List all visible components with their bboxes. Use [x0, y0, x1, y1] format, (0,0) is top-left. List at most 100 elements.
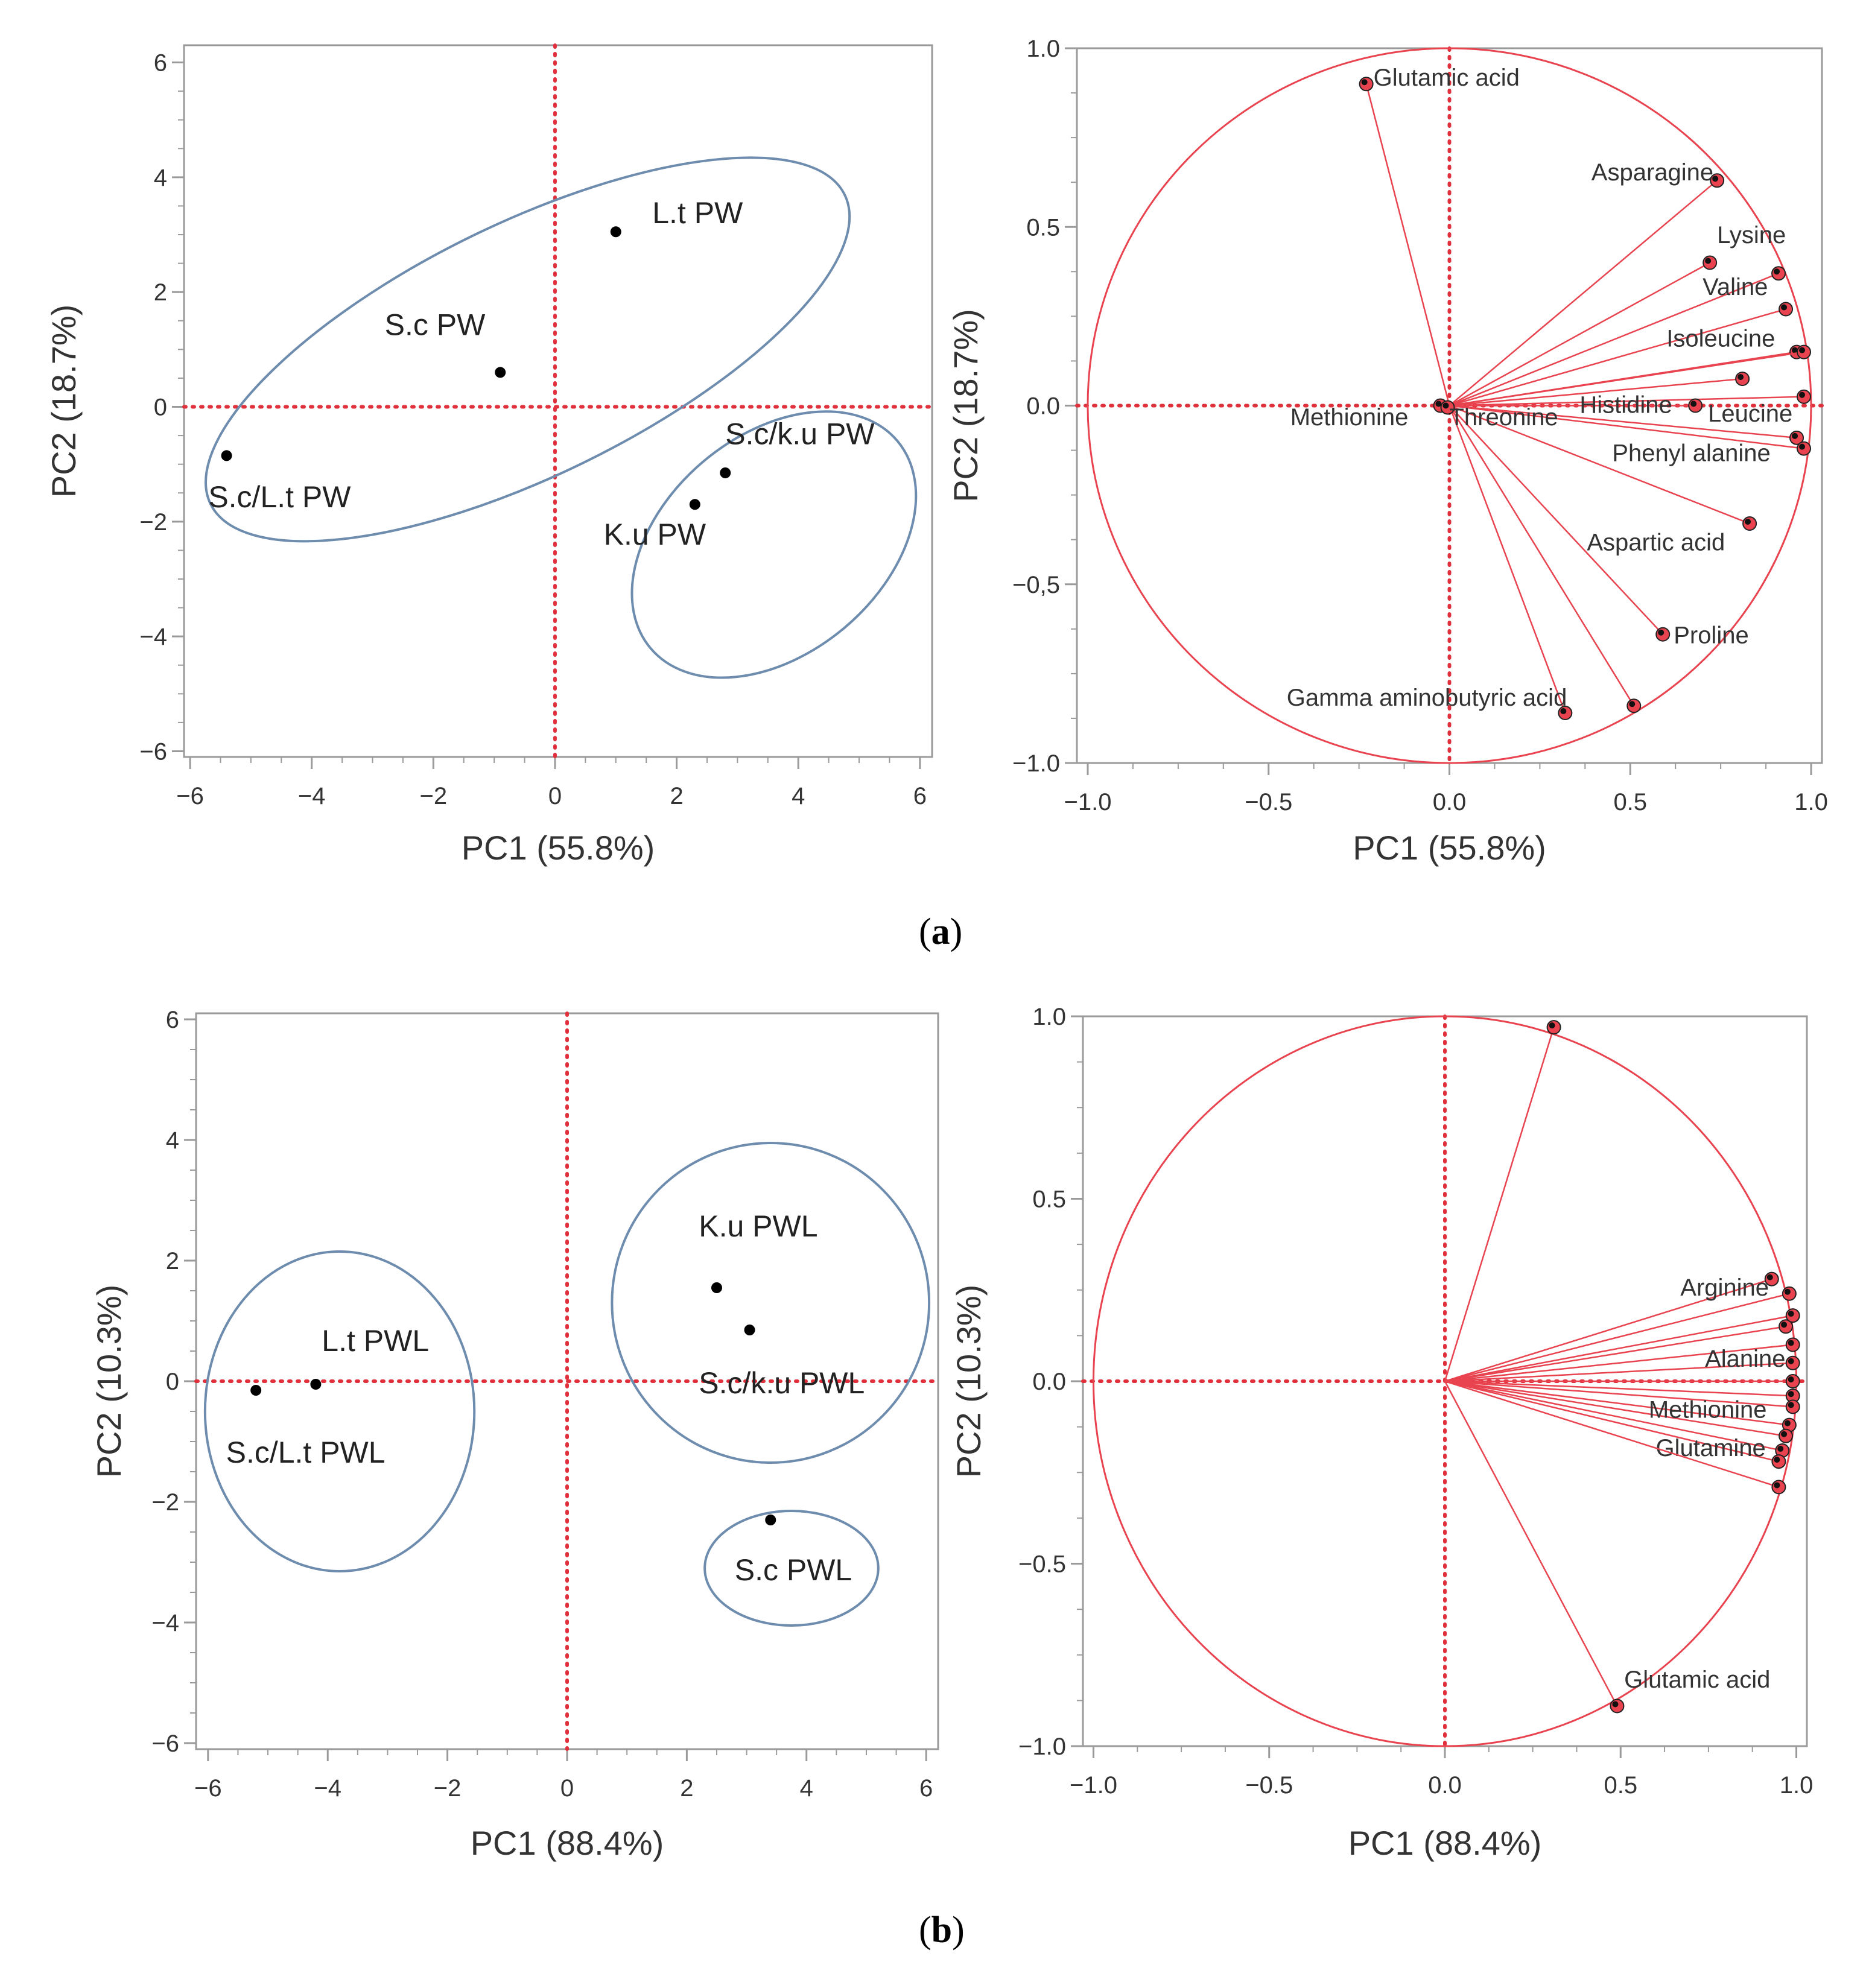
- b-loadings-loading-vector: [1444, 1293, 1790, 1382]
- b-loadings-loading-vector: [1444, 1380, 1790, 1426]
- a-loadings-loading-vector: [1449, 405, 1664, 635]
- b-scores-sample-label: K.u PWL: [699, 1209, 817, 1243]
- a-scores-sample-point: [495, 367, 506, 378]
- a-loadings-loading-marker-dot: [1442, 402, 1449, 409]
- a-loadings-variable-label: Aspartic acid: [1587, 529, 1725, 556]
- b-loadings-y-tick-label: −1.0: [1018, 1733, 1066, 1760]
- a-scores-x-tick-label: 0: [548, 783, 562, 809]
- a-scores-sample-label: S.c/k.u PW: [725, 417, 875, 451]
- b-loadings-variable-label: Glutamine: [1656, 1435, 1766, 1461]
- a-loadings-y-tick-label: 0.0: [1026, 393, 1060, 420]
- a-loadings-chart: −1.0 −0.5 0.0 0.5 1.0 −1.0 −0,5 0.0 0.5 1.0 PC1 (5…: [947, 36, 1828, 867]
- a-scores-y-tick-label: −4: [139, 624, 167, 650]
- b-loadings-loading-vector: [1444, 1326, 1786, 1382]
- b-loadings-y-tick-label: 0.5: [1032, 1186, 1066, 1213]
- a-scores-x-tick-label: −4: [298, 783, 326, 809]
- b-scores-x-tick-label: 2: [680, 1775, 693, 1802]
- b-scores-x-tick-label: 6: [919, 1775, 933, 1802]
- a-loadings-variable-label: Methionine: [1290, 404, 1409, 431]
- panel-label-b-open: (: [919, 1910, 931, 1951]
- panel-label-a-close: ): [950, 911, 963, 952]
- b-loadings-loading-vector: [1444, 1027, 1555, 1382]
- a-scores-x-tick-label: 2: [670, 783, 683, 809]
- b-loadings-y-axis-title: PC2 (10.3%): [950, 1285, 988, 1478]
- a-loadings-variable-label: Isoleucine: [1666, 326, 1775, 352]
- a-scores-sample-point: [689, 499, 700, 510]
- a-loadings-loading-marker-dot: [1435, 400, 1442, 407]
- b-loadings-loading-marker-dot: [1781, 1322, 1788, 1328]
- b-loadings-loading-vector: [1444, 1380, 1779, 1463]
- b-loadings-loading-marker-dot: [1788, 1311, 1794, 1317]
- b-loadings-loading-marker-dot: [1777, 1445, 1784, 1452]
- a-loadings-x-tick-label: 0.5: [1613, 789, 1647, 815]
- panel-label-a-letter: a: [931, 911, 950, 952]
- b-scores-y-tick-label: 0: [166, 1369, 179, 1395]
- b-scores-x-tick-label: −4: [314, 1775, 341, 1802]
- panel-label-b: (b): [919, 1909, 965, 1952]
- a-loadings-x-tick-label: −0.5: [1245, 789, 1292, 815]
- b-loadings-loading-marker-dot: [1784, 1420, 1791, 1426]
- a-loadings-variable-label: Phenyl alanine: [1612, 440, 1770, 466]
- panel-label-b-letter: b: [931, 1910, 953, 1951]
- b-loadings-variable-label: Alanine: [1705, 1346, 1785, 1372]
- a-loadings-correlation-circle: [1087, 47, 1812, 764]
- b-scores-x-tick-label: 0: [560, 1775, 574, 1802]
- b-scores-y-tick-label: −6: [151, 1730, 179, 1757]
- b-loadings-x-tick-label: −0.5: [1245, 1772, 1293, 1799]
- b-loadings-x-tick-label: 1.0: [1780, 1772, 1814, 1799]
- a-scores-chart: −6 −4 −2 0 2 4 6 −6 −4 −2 0 2 4 6 PC1 (55.8%) PC2 (18.7…: [45, 43, 934, 867]
- a-scores-y-tick-label: 4: [154, 165, 167, 191]
- a-scores-y-tick-label: 0: [154, 394, 167, 421]
- b-loadings-x-tick-label: 0.0: [1428, 1772, 1462, 1799]
- a-loadings-x-tick-label: 1.0: [1794, 789, 1828, 815]
- a-scores-sample-point: [610, 226, 621, 238]
- a-loadings-loading-vector: [1449, 405, 1804, 449]
- b-scores-sample-point: [765, 1515, 776, 1525]
- b-loadings-variable-label: Methionine: [1649, 1397, 1767, 1423]
- b-scores-y-tick-label: 4: [166, 1127, 179, 1154]
- a-loadings-y-tick-label: 0.5: [1026, 214, 1060, 241]
- a-loadings-loading-marker-dot: [1629, 701, 1636, 708]
- b-scores-y-tick-label: 6: [166, 1007, 179, 1033]
- b-loadings-loading-marker-dot: [1774, 1482, 1780, 1489]
- b-loadings-loading-marker-dot: [1549, 1022, 1555, 1029]
- a-loadings-loading-marker-dot: [1560, 708, 1567, 715]
- b-loadings-loading-marker-dot: [1788, 1358, 1794, 1364]
- b-scores-sample-point: [711, 1282, 722, 1293]
- a-scores-y-tick-label: 6: [154, 50, 167, 77]
- a-loadings-y-axis-title: PC2 (18.7%): [947, 309, 985, 502]
- a-loadings-loading-marker-dot: [1799, 347, 1806, 353]
- a-scores-y-tick-label: −2: [139, 509, 167, 536]
- b-scores-group-ellipse: [611, 1142, 931, 1464]
- a-scores-x-tick-label: 6: [913, 783, 927, 809]
- b-loadings-chart: −1.0 −0.5 0.0 0.5 1.0 −1.0 −0.5 0.0 0.5 1.0 PC1 (8…: [950, 1004, 1813, 1862]
- a-scores-sample-point: [720, 467, 731, 478]
- a-loadings-loading-marker-dot: [1361, 79, 1368, 86]
- a-scores-sample-label: L.t PW: [652, 196, 743, 230]
- a-loadings-y-tick-label: −0,5: [1012, 572, 1060, 598]
- b-scores-x-tick-label: −2: [434, 1775, 462, 1802]
- a-loadings-loading-marker-dot: [1792, 347, 1798, 353]
- a-loadings-loading-vector: [1449, 378, 1743, 407]
- b-loadings-loading-marker-dot: [1784, 1288, 1791, 1295]
- b-loadings-loading-marker-dot: [1766, 1274, 1773, 1280]
- b-scores-sample-point: [250, 1385, 262, 1396]
- panel-label-a-open: (: [919, 911, 931, 952]
- a-scores-x-tick-label: −6: [176, 783, 204, 809]
- a-scores-group-ellipse: [630, 410, 918, 679]
- a-loadings-loading-vector: [1449, 405, 1566, 714]
- b-loadings-x-tick-label: 0.5: [1604, 1772, 1637, 1799]
- b-loadings-loading-vector: [1444, 1380, 1793, 1397]
- b-loadings-loading-vector: [1444, 1314, 1793, 1382]
- b-loadings-loading-vector: [1444, 1362, 1793, 1382]
- a-loadings-y-tick-label: −1.0: [1012, 750, 1060, 777]
- b-loadings-loading-marker-dot: [1788, 1402, 1794, 1408]
- b-scores-sample-label: S.c/k.u PWL: [699, 1366, 865, 1400]
- a-loadings-loading-marker-dot: [1712, 176, 1719, 182]
- b-loadings-loading-marker-dot: [1774, 1457, 1780, 1463]
- b-loadings-x-axis-title: PC1 (88.4%): [1348, 1824, 1542, 1862]
- b-loadings-loading-vector: [1444, 1380, 1783, 1452]
- a-loadings-variable-label: Leucine: [1708, 400, 1792, 427]
- b-scores-y-tick-label: 2: [166, 1248, 179, 1274]
- a-scores-group-ellipse: [205, 156, 851, 543]
